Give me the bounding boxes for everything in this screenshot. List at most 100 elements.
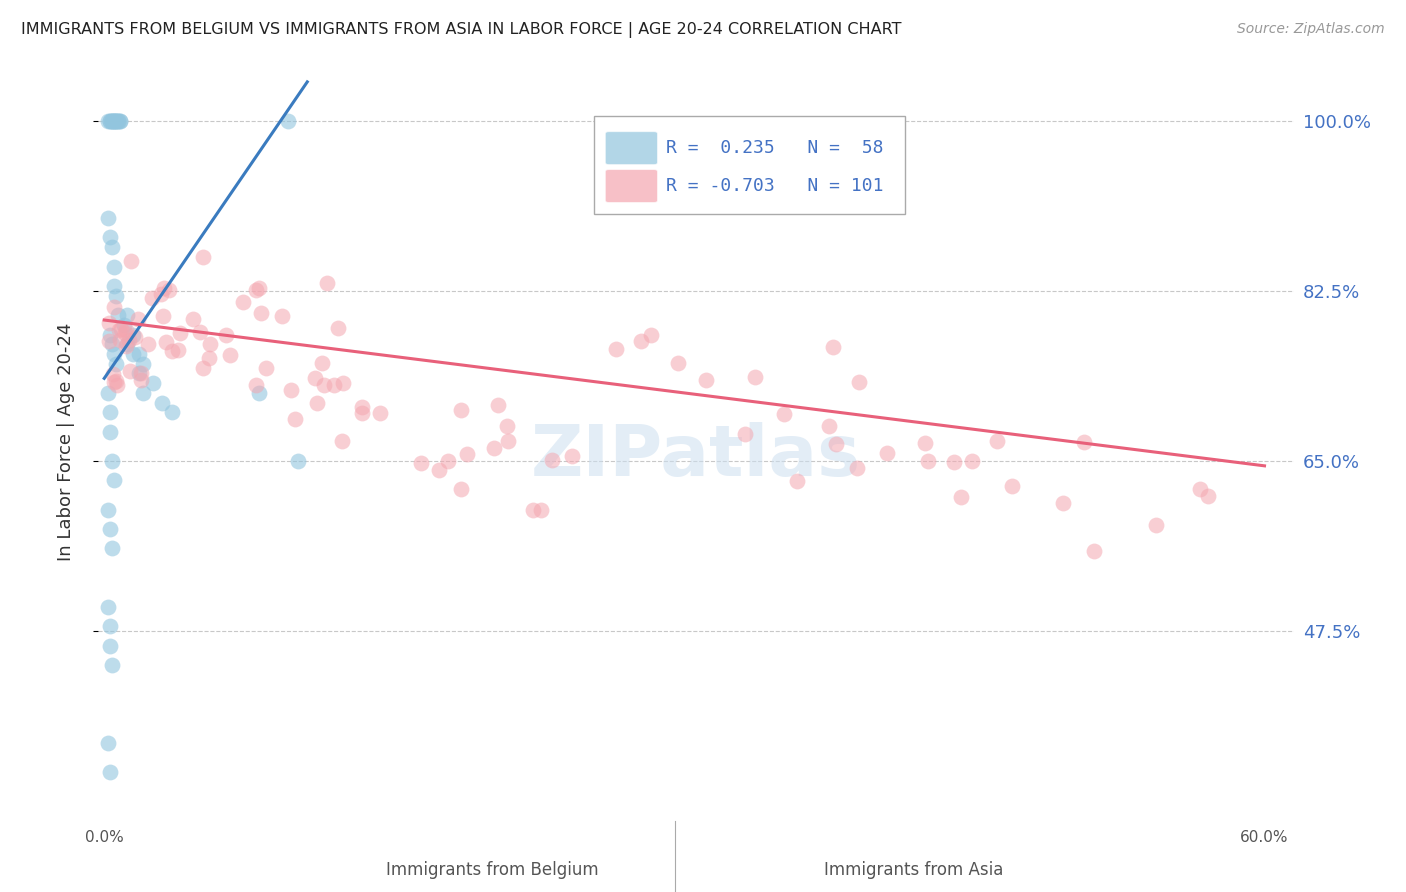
Point <box>456 447 478 461</box>
Point <box>98 230 121 244</box>
Point <box>122 347 145 361</box>
Point <box>250 306 273 320</box>
Text: Immigrants from Belgium: Immigrants from Belgium <box>385 861 599 879</box>
Point <box>103 113 125 128</box>
Point <box>232 295 254 310</box>
Point <box>786 474 808 488</box>
Point <box>817 419 839 434</box>
Point <box>949 490 972 504</box>
Point <box>128 347 150 361</box>
Point <box>155 334 177 349</box>
Point <box>247 386 270 401</box>
Point <box>97 211 120 225</box>
Point <box>107 308 129 322</box>
Point <box>97 386 120 401</box>
Point <box>98 405 121 419</box>
Point <box>105 378 128 392</box>
Point <box>117 333 139 347</box>
Point <box>914 436 936 450</box>
Point <box>668 356 690 370</box>
Point <box>98 619 121 633</box>
Point <box>160 344 183 359</box>
Point <box>122 327 145 342</box>
Text: R =  0.235   N =  58: R = 0.235 N = 58 <box>666 139 883 157</box>
Point <box>326 320 349 334</box>
Text: IMMIGRANTS FROM BELGIUM VS IMMIGRANTS FROM ASIA IN LABOR FORCE | AGE 20-24 CORRE: IMMIGRANTS FROM BELGIUM VS IMMIGRANTS FR… <box>21 22 901 38</box>
Point <box>153 281 176 295</box>
Point <box>191 361 214 376</box>
Point <box>120 254 142 268</box>
Point <box>169 326 191 340</box>
Y-axis label: In Labor Force | Age 20-24: In Labor Force | Age 20-24 <box>56 322 75 561</box>
Point <box>110 333 132 347</box>
Point <box>482 441 505 455</box>
Point <box>277 113 299 128</box>
Point <box>943 455 966 469</box>
Point <box>287 454 309 468</box>
Point <box>1144 518 1167 533</box>
Point <box>450 482 472 496</box>
Point <box>330 434 353 448</box>
Point <box>561 449 583 463</box>
Point <box>108 113 131 128</box>
FancyBboxPatch shape <box>595 115 905 214</box>
Point <box>695 373 717 387</box>
Point <box>105 374 128 388</box>
Point <box>495 419 517 434</box>
Point <box>101 337 124 351</box>
Point <box>101 658 124 673</box>
Point <box>108 323 131 337</box>
Point <box>104 289 127 303</box>
Point <box>316 276 339 290</box>
Point <box>734 426 756 441</box>
Point <box>219 348 242 362</box>
Point <box>450 402 472 417</box>
FancyBboxPatch shape <box>605 169 658 202</box>
Point <box>101 113 124 128</box>
Point <box>127 311 149 326</box>
Point <box>876 446 898 460</box>
Point <box>772 408 794 422</box>
Point <box>848 375 870 389</box>
Point <box>193 250 215 264</box>
Point <box>120 364 142 378</box>
Point <box>98 765 121 780</box>
Point <box>157 283 180 297</box>
Point <box>352 400 374 414</box>
Text: Source: ZipAtlas.com: Source: ZipAtlas.com <box>1237 22 1385 37</box>
Point <box>101 240 124 254</box>
Point <box>1197 489 1219 503</box>
Point <box>117 337 139 351</box>
Point <box>142 376 165 391</box>
Point <box>101 113 124 128</box>
Point <box>305 396 328 410</box>
Point <box>541 453 564 467</box>
Point <box>115 339 138 353</box>
Point <box>101 367 124 381</box>
Point <box>314 378 336 392</box>
Point <box>917 454 939 468</box>
FancyBboxPatch shape <box>605 131 658 165</box>
Point <box>104 113 127 128</box>
Point <box>103 113 125 128</box>
Point <box>986 434 1008 448</box>
Point <box>271 309 294 323</box>
Point <box>98 425 121 439</box>
Point <box>128 367 150 381</box>
Point <box>167 343 190 357</box>
Point <box>845 461 868 475</box>
Point <box>141 291 163 305</box>
Point <box>1052 496 1074 510</box>
Point <box>152 310 174 324</box>
Point <box>1001 478 1024 492</box>
Point <box>411 456 433 470</box>
Point <box>529 502 551 516</box>
Point <box>368 406 391 420</box>
Point <box>98 522 121 536</box>
Point <box>132 386 155 401</box>
Point <box>132 357 155 371</box>
Point <box>124 330 146 344</box>
Point <box>136 336 159 351</box>
Point <box>107 113 129 128</box>
Point <box>605 343 627 357</box>
